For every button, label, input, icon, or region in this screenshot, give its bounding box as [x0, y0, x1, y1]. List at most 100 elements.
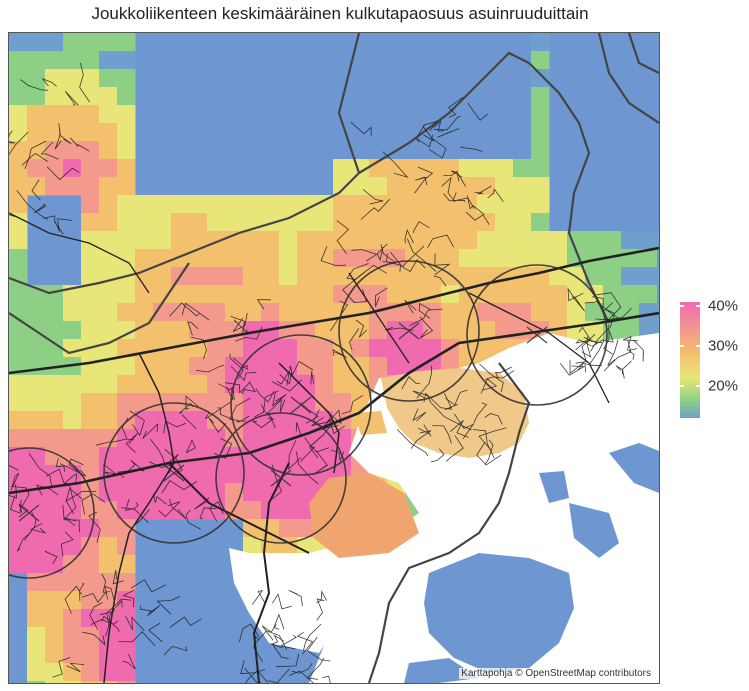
- grid-cell: [531, 69, 550, 88]
- grid-cell: [513, 249, 532, 268]
- grid-cell: [549, 285, 568, 304]
- street: [417, 424, 432, 437]
- grid-cell: [495, 159, 514, 178]
- grid-cell: [225, 393, 244, 412]
- street: [320, 246, 347, 266]
- street: [34, 203, 47, 214]
- grid-cell: [549, 231, 568, 250]
- grid-cell: [45, 681, 64, 683]
- grid-cell: [243, 519, 262, 538]
- grid-cell: [405, 357, 424, 376]
- street: [261, 404, 275, 421]
- grid-cell: [27, 411, 46, 430]
- grid-cell: [405, 177, 424, 196]
- street: [360, 198, 390, 220]
- street: [28, 453, 53, 489]
- grid-cell: [315, 195, 334, 214]
- grid-cell: [621, 231, 640, 250]
- grid-cell: [117, 105, 136, 124]
- grid-cell: [369, 267, 388, 286]
- grid-cell: [45, 393, 64, 412]
- grid-cell: [45, 69, 64, 88]
- street: [412, 408, 427, 422]
- street: [129, 410, 145, 437]
- grid-cell: [189, 357, 208, 376]
- street: [16, 531, 32, 552]
- grid-cell: [585, 249, 604, 268]
- grid-cell: [135, 321, 154, 340]
- street: [467, 195, 485, 215]
- street: [233, 318, 249, 335]
- grid-cell: [459, 177, 478, 196]
- map-canvas[interactable]: [9, 33, 659, 683]
- map-panel[interactable]: Karttapohja © OpenStreetMap contributors: [8, 32, 660, 684]
- grid-cell: [189, 285, 208, 304]
- grid-cell: [495, 177, 514, 196]
- grid-cell: [297, 519, 316, 538]
- grid-cell: [207, 303, 226, 322]
- street: [272, 379, 302, 392]
- grid-cell: [27, 663, 46, 682]
- grid-cell: [135, 231, 154, 250]
- street: [89, 602, 103, 631]
- grid-cell: [297, 195, 316, 214]
- grid-cell: [603, 231, 622, 250]
- grid-cell: [27, 627, 46, 646]
- grid-cell: [27, 519, 46, 538]
- street: [584, 362, 602, 373]
- street: [130, 579, 167, 593]
- grid-cell: [99, 69, 118, 88]
- street: [156, 596, 181, 615]
- grid-cell: [513, 321, 532, 340]
- grid-cell: [297, 537, 316, 556]
- grid-cell: [81, 447, 100, 466]
- street: [452, 192, 475, 209]
- station-circles-layer: [9, 260, 608, 579]
- street: [125, 433, 139, 453]
- grid-cell: [351, 339, 370, 358]
- street: [632, 339, 644, 362]
- grid-cell: [531, 249, 550, 268]
- grid-cell: [81, 627, 100, 646]
- grid-cell: [279, 357, 298, 376]
- grid-cell: [585, 303, 604, 322]
- grid-cell: [297, 285, 316, 304]
- grid-cell: [459, 267, 478, 286]
- street: [350, 121, 372, 136]
- grid-cell: [45, 411, 64, 430]
- grid-cell: [225, 483, 244, 502]
- grid-cell: [81, 267, 100, 286]
- street: [208, 417, 227, 433]
- street: [401, 376, 420, 390]
- legend-color-bar: [680, 302, 700, 418]
- street: [217, 407, 234, 421]
- street: [256, 299, 271, 310]
- grid-cell: [27, 33, 46, 52]
- street: [232, 357, 248, 371]
- street: [279, 634, 297, 650]
- street: [244, 667, 259, 683]
- grid-cell: [153, 375, 172, 394]
- street: [349, 328, 360, 351]
- street: [185, 439, 196, 454]
- grid-cell: [45, 609, 64, 628]
- grid-cell: [63, 321, 82, 340]
- station-catchment-circle: [338, 260, 480, 402]
- street: [24, 140, 47, 169]
- street: [355, 319, 367, 338]
- grid-cell: [423, 195, 442, 214]
- grid-cell: [63, 87, 82, 106]
- grid-cell: [45, 141, 64, 160]
- street: [422, 125, 435, 142]
- grid-cell: [531, 303, 550, 322]
- street: [191, 337, 207, 360]
- grid-cell: [45, 501, 64, 520]
- street: [494, 366, 512, 379]
- grid-cell: [405, 303, 424, 322]
- grid-cell: [171, 483, 190, 502]
- street: [559, 363, 586, 376]
- grid-cell: [27, 123, 46, 142]
- street: [64, 585, 82, 614]
- street: [575, 333, 596, 364]
- grid-cell: [297, 447, 316, 466]
